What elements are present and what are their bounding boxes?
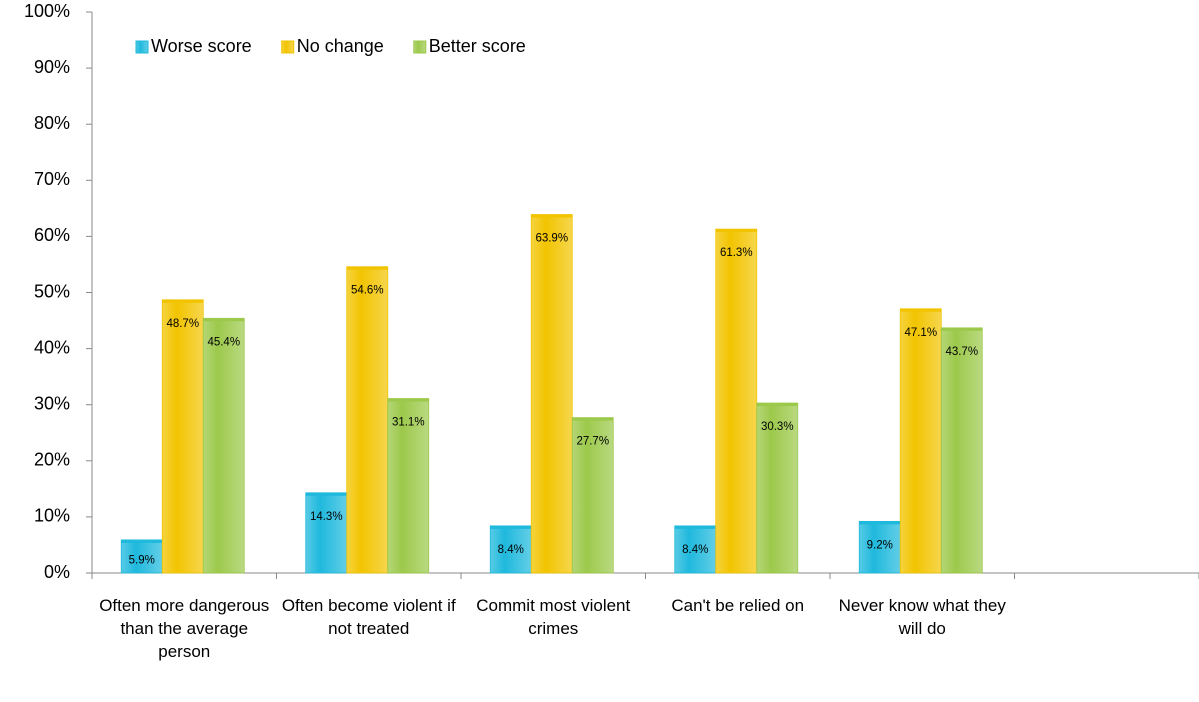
data-label: 54.6% <box>351 285 384 297</box>
bar <box>899 308 942 574</box>
bar-cap <box>572 417 614 421</box>
bar-cap <box>387 398 429 402</box>
data-label: 30.3% <box>761 421 794 433</box>
bar-cap <box>859 521 901 525</box>
bar-cap <box>121 539 163 543</box>
data-label: 61.3% <box>720 247 753 259</box>
legend-label: Better score <box>429 36 526 56</box>
data-label: 5.9% <box>129 554 155 566</box>
y-tick-label: 10% <box>34 506 70 526</box>
y-tick-label: 60% <box>34 225 70 245</box>
bar <box>756 402 799 574</box>
y-tick-label: 30% <box>34 393 70 413</box>
bar <box>940 327 983 574</box>
data-label: 48.7% <box>166 318 199 330</box>
bar <box>202 317 245 574</box>
legend-swatch <box>413 40 427 54</box>
x-tick-label: Commit most violent crimes <box>476 596 631 638</box>
data-label: 14.3% <box>310 511 343 523</box>
y-tick-label: 50% <box>34 281 70 301</box>
bar <box>489 525 532 574</box>
bar-cap <box>162 299 204 303</box>
data-label: 63.9% <box>535 233 568 245</box>
bar <box>858 520 901 574</box>
bar <box>715 228 758 574</box>
y-tick-label: 80% <box>34 113 70 133</box>
x-tick-label: Often more dangerous than the average pe… <box>99 596 270 661</box>
y-tick-label: 0% <box>44 562 70 582</box>
bar-cap <box>715 229 757 233</box>
bar-cap <box>203 318 245 322</box>
legend-swatch <box>135 40 149 54</box>
y-tick-label: 40% <box>34 337 70 357</box>
data-label: 27.7% <box>576 436 609 448</box>
x-tick-label: Can't be relied on <box>671 596 805 615</box>
data-label: 43.7% <box>945 346 978 358</box>
legend-label: Worse score <box>151 36 252 56</box>
bar-cap <box>305 492 347 496</box>
bar-cap <box>674 525 716 529</box>
x-tick-label: Never know what they will do <box>838 596 1006 638</box>
bar-cap <box>531 214 573 218</box>
legend-label: No change <box>297 36 384 56</box>
bar-cap <box>346 266 388 270</box>
data-label: 8.4% <box>498 544 524 556</box>
legend-swatch <box>281 40 295 54</box>
y-tick-label: 90% <box>34 57 70 77</box>
bar-cap <box>900 308 942 312</box>
data-label: 45.4% <box>207 336 240 348</box>
bar <box>346 266 389 574</box>
bar-cap <box>490 525 532 529</box>
x-tick-label: Often become violent if not treated <box>281 596 456 638</box>
y-tick-label: 70% <box>34 169 70 189</box>
bar-cap <box>756 403 798 407</box>
data-label: 47.1% <box>904 327 937 339</box>
y-tick-label: 100% <box>24 1 70 21</box>
data-label: 31.1% <box>392 417 425 429</box>
bar <box>387 398 430 574</box>
bar <box>305 492 348 574</box>
bar <box>161 299 204 574</box>
bar <box>530 214 573 574</box>
y-tick-label: 20% <box>34 450 70 470</box>
data-label: 8.4% <box>682 544 708 556</box>
bar-cap <box>941 327 983 331</box>
data-label: 9.2% <box>867 539 893 551</box>
